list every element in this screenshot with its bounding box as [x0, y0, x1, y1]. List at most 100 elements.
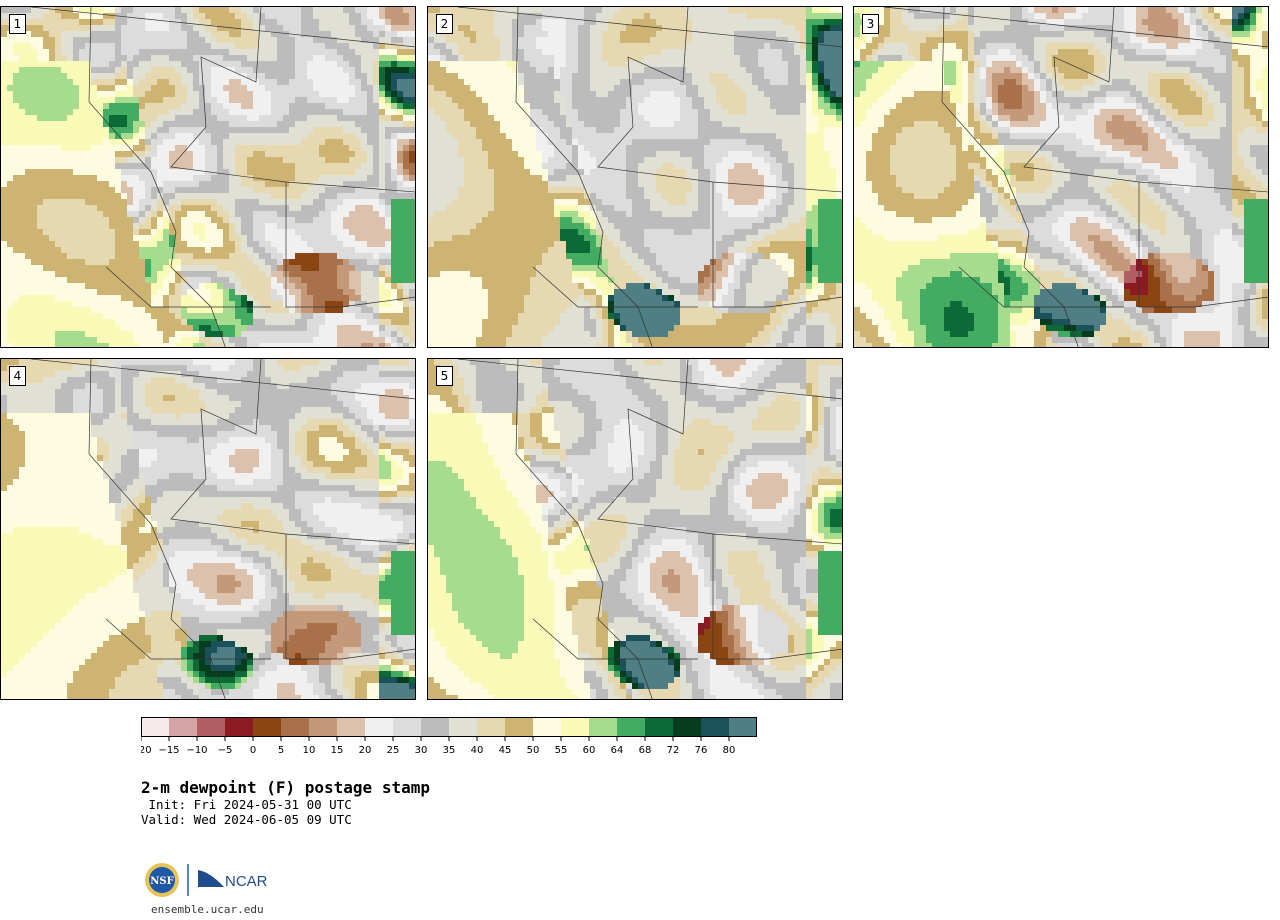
dewpoint-cell	[1, 193, 7, 199]
dewpoint-cell	[199, 37, 205, 43]
dewpoint-cell	[109, 133, 115, 139]
dewpoint-cell	[385, 13, 391, 19]
dewpoint-cell	[103, 235, 109, 241]
dewpoint-cell	[73, 61, 79, 67]
dewpoint-cell	[85, 19, 91, 25]
dewpoint-cell	[259, 109, 265, 115]
dewpoint-cell	[295, 73, 301, 79]
dewpoint-cell	[482, 49, 488, 55]
dewpoint-cell	[313, 223, 319, 229]
dewpoint-cell	[217, 295, 223, 301]
dewpoint-cell	[794, 67, 800, 73]
dewpoint-cell	[79, 217, 85, 223]
dewpoint-cell	[259, 331, 265, 337]
dewpoint-cell	[157, 199, 163, 205]
dewpoint-cell	[842, 19, 843, 25]
dewpoint-cell	[7, 319, 13, 325]
dewpoint-cell	[283, 163, 289, 169]
dewpoint-cell	[127, 85, 133, 91]
dewpoint-cell	[103, 85, 109, 91]
dewpoint-cell	[674, 7, 680, 13]
dewpoint-cell	[367, 301, 373, 307]
dewpoint-cell	[349, 145, 355, 151]
dewpoint-cell	[307, 319, 313, 325]
dewpoint-cell	[163, 193, 169, 199]
dewpoint-cell	[127, 325, 133, 331]
dewpoint-cell	[229, 85, 235, 91]
dewpoint-cell	[169, 283, 175, 289]
dewpoint-cell	[391, 277, 397, 283]
dewpoint-cell	[824, 7, 830, 13]
dewpoint-cell	[103, 73, 109, 79]
dewpoint-cell	[229, 331, 235, 337]
dewpoint-cell	[235, 109, 241, 115]
dewpoint-cell	[578, 61, 584, 67]
dewpoint-cell	[409, 19, 415, 25]
dewpoint-cell	[500, 13, 506, 19]
dewpoint-cell	[295, 55, 301, 61]
dewpoint-cell	[560, 61, 566, 67]
dewpoint-cell	[133, 61, 139, 67]
dewpoint-cell	[265, 25, 271, 31]
dewpoint-cell	[415, 259, 416, 265]
dewpoint-cell	[295, 91, 301, 97]
dewpoint-cell	[193, 121, 199, 127]
dewpoint-cell	[434, 43, 440, 49]
dewpoint-cell	[349, 235, 355, 241]
dewpoint-cell	[247, 223, 253, 229]
dewpoint-cell	[680, 31, 686, 37]
dewpoint-cell	[722, 37, 728, 43]
dewpoint-cell	[61, 283, 67, 289]
dewpoint-cell	[385, 253, 391, 259]
dewpoint-cell	[37, 79, 43, 85]
dewpoint-cell	[205, 181, 211, 187]
dewpoint-cell	[43, 67, 49, 73]
dewpoint-cell	[193, 97, 199, 103]
dewpoint-cell	[409, 331, 415, 337]
dewpoint-cell	[241, 97, 247, 103]
dewpoint-cell	[596, 7, 602, 13]
dewpoint-cell	[253, 187, 259, 193]
dewpoint-cell	[19, 43, 25, 49]
dewpoint-cell	[205, 85, 211, 91]
dewpoint-cell	[151, 283, 157, 289]
dewpoint-cell	[229, 265, 235, 271]
dewpoint-cell	[632, 79, 638, 85]
dewpoint-cell	[428, 7, 434, 13]
dewpoint-cell	[259, 133, 265, 139]
dewpoint-cell	[97, 289, 103, 295]
dewpoint-cell	[289, 19, 295, 25]
dewpoint-cell	[277, 199, 283, 205]
dewpoint-cell	[536, 43, 542, 49]
dewpoint-cell	[1, 13, 7, 19]
dewpoint-cell	[235, 343, 241, 347]
dewpoint-cell	[1, 337, 7, 343]
dewpoint-cell	[229, 337, 235, 343]
dewpoint-cell	[518, 67, 524, 73]
dewpoint-cell	[638, 49, 644, 55]
dewpoint-cell	[139, 265, 145, 271]
dewpoint-cell	[806, 31, 812, 37]
dewpoint-cell	[373, 277, 379, 283]
dewpoint-cell	[313, 193, 319, 199]
dewpoint-cell	[265, 55, 271, 61]
dewpoint-cell	[139, 163, 145, 169]
dewpoint-cell	[187, 145, 193, 151]
dewpoint-cell	[31, 31, 37, 37]
dewpoint-cell	[19, 307, 25, 313]
dewpoint-cell	[277, 157, 283, 163]
dewpoint-cell	[121, 85, 127, 91]
dewpoint-cell	[337, 13, 343, 19]
dewpoint-cell	[265, 289, 271, 295]
dewpoint-cell	[7, 325, 13, 331]
dewpoint-cell	[109, 49, 115, 55]
dewpoint-cell	[67, 97, 73, 103]
dewpoint-cell	[746, 7, 752, 13]
dewpoint-cell	[301, 289, 307, 295]
dewpoint-cell	[1, 319, 7, 325]
dewpoint-cell	[163, 97, 169, 103]
dewpoint-cell	[265, 115, 271, 121]
dewpoint-cell	[644, 25, 650, 31]
dewpoint-cell	[199, 199, 205, 205]
dewpoint-cell	[91, 7, 97, 13]
